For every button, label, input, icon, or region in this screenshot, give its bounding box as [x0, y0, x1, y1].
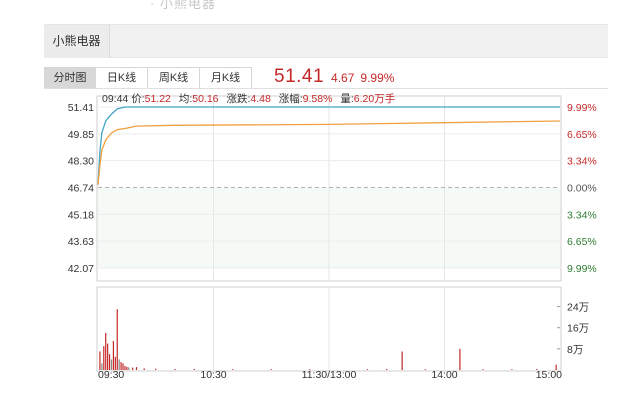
volume-bar: [135, 367, 138, 370]
price-tick-label: 45.18: [68, 209, 94, 221]
info-pct: 9.58%: [302, 93, 333, 105]
top-strip: · 小熊电器: [0, 0, 640, 14]
chart-frame: [44, 88, 608, 378]
volume-tick-label: 8万: [567, 344, 583, 356]
pct-tick-label: 0.00%: [567, 183, 597, 195]
price-tick-label: 42.07: [68, 263, 94, 275]
stock-name-bar: 小熊电器: [44, 24, 608, 58]
volume-bar: [116, 309, 118, 370]
volume-bar: [107, 343, 109, 370]
volume-bar: [120, 362, 122, 370]
volume-bar: [366, 369, 369, 370]
volume-bar: [309, 369, 311, 370]
info-avg: 50.16: [192, 93, 219, 105]
crosshair-info: 09:44 价:51.22 均:50.16 涨跌:4.48 涨幅:9.58% 量…: [102, 91, 395, 106]
time-tick-label: 14:00: [431, 369, 457, 381]
info-change-label: 涨跌:: [226, 93, 251, 105]
volume-bar: [112, 340, 114, 370]
volume-bar: [124, 366, 126, 370]
info-volume-label: 量:: [340, 93, 354, 105]
volume-bar: [270, 369, 272, 370]
price-change-percent: 9.99%: [360, 71, 395, 85]
info-pct-label: 涨幅:: [278, 93, 303, 105]
time-tick-label: 11:30/13:00: [302, 369, 357, 381]
volume-bar: [155, 368, 157, 370]
volume-bar: [132, 367, 134, 370]
pct-tick-label: 6.65%: [567, 129, 597, 141]
volume-bar: [193, 368, 195, 370]
info-price: 51.22: [144, 93, 171, 105]
volume-bar: [401, 351, 403, 370]
tab-weekly-k[interactable]: 周K线: [148, 67, 200, 89]
price-tick-label: 48.30: [68, 156, 94, 168]
average-line: [97, 120, 561, 185]
volume-bar: [511, 369, 513, 370]
volume-bar: [122, 363, 124, 370]
volume-tick-label: 16万: [567, 323, 589, 335]
pct-tick-label: 6.65%: [567, 236, 597, 248]
volume-bar: [110, 359, 113, 370]
pct-tick-label: 3.34%: [567, 209, 597, 221]
info-price-label: 价:: [131, 93, 145, 105]
volume-bar: [114, 356, 116, 370]
price-tick-label: 49.85: [68, 129, 94, 141]
price-tick-label: 51.41: [68, 102, 94, 114]
info-avg-label: 均:: [178, 93, 193, 105]
volume-tick-label: 24万: [567, 302, 589, 314]
volume-bar: [105, 333, 107, 370]
volume-bar: [555, 364, 557, 370]
volume-bar: [99, 351, 101, 370]
pct-tick-label: 9.99%: [567, 263, 597, 275]
time-tick-label: 15:00: [536, 369, 562, 381]
faded-page-title: · 小熊电器: [150, 0, 216, 11]
price-tick-label: 43.63: [68, 236, 94, 248]
volume-bar: [143, 368, 145, 370]
time-tick-label: 09:30: [98, 369, 124, 381]
volume-bar: [126, 366, 128, 370]
quote-summary: 51.41 4.67 9.99%: [274, 66, 394, 88]
volume-bar: [128, 367, 130, 370]
price-line: [97, 106, 560, 185]
info-change: 4.48: [250, 93, 271, 105]
volume-bar: [232, 369, 234, 370]
volume-bar: [536, 368, 538, 370]
volume-bar: [459, 348, 461, 370]
volume-bar: [386, 368, 388, 370]
price-change: 4.67: [331, 71, 355, 85]
volume-bar: [101, 363, 103, 370]
price-tick-label: 46.74: [68, 183, 94, 195]
volume-bar: [103, 346, 105, 370]
volume-bar: [174, 368, 176, 370]
pct-tick-label: 3.34%: [567, 156, 597, 168]
time-tick-label: 10:30: [200, 369, 226, 381]
volume-bar: [482, 369, 484, 370]
info-time: 09:44: [102, 93, 129, 105]
volume-bar: [424, 369, 426, 370]
stock-name-tab[interactable]: 小熊电器: [44, 25, 110, 58]
current-price: 51.41: [274, 66, 325, 87]
pct-tick-label: 9.99%: [567, 102, 597, 114]
volume-bar: [108, 354, 111, 370]
volume-bar: [118, 359, 120, 370]
info-volume: 6.20万手: [353, 93, 396, 105]
